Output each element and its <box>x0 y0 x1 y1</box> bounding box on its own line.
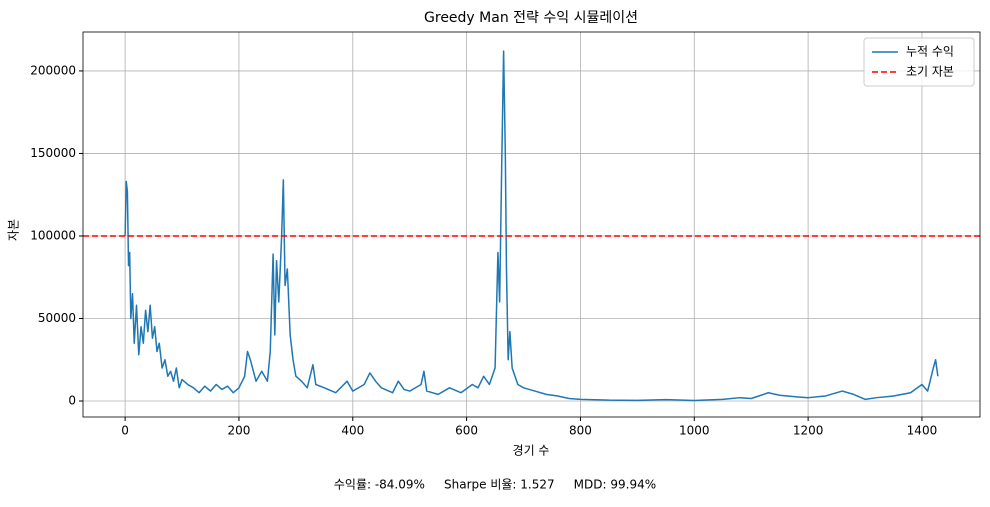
y-tick-label: 50000 <box>38 311 76 325</box>
x-tick-label: 400 <box>341 424 364 438</box>
chart-title: Greedy Man 전략 수익 시뮬레이션 <box>424 10 638 26</box>
x-tick-label: 600 <box>455 424 478 438</box>
x-tick-label: 1200 <box>793 424 824 438</box>
x-tick-label: 1000 <box>679 424 710 438</box>
plot-frame <box>82 31 981 418</box>
y-tick-label: 0 <box>68 393 76 407</box>
legend <box>863 37 975 87</box>
y-tick-label: 200000 <box>30 63 76 77</box>
x-tick-label: 200 <box>227 424 250 438</box>
legend-label: 누적 수익 <box>906 45 954 59</box>
x-tick-label: 1400 <box>907 424 938 438</box>
x-axis-label: 경기 수 <box>513 444 550 458</box>
y-tick-label: 100000 <box>30 228 76 242</box>
x-tick-label: 800 <box>569 424 592 438</box>
y-tick-label: 150000 <box>30 146 76 160</box>
legend-label: 초기 자본 <box>906 65 954 79</box>
y-axis-label: 자본 <box>7 219 21 241</box>
annotation: 수익률: -84.09% Sharpe 비율: 1.527 MDD: 99.94… <box>334 478 656 492</box>
x-tick-label: 0 <box>121 424 129 438</box>
line-series <box>124 50 939 402</box>
